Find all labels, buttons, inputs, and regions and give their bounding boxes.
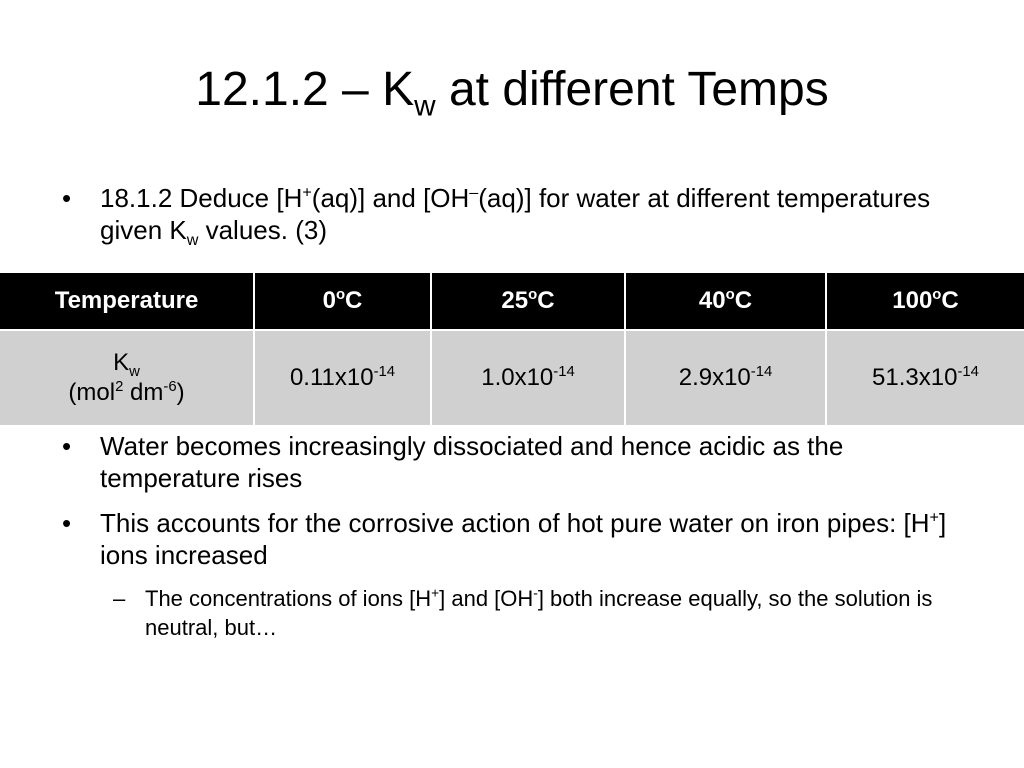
text-run: (mol [68,379,116,406]
text-run: (aq)] for water at different temperature… [100,183,931,245]
cell: 2.9x10-14 [624,329,826,425]
text-run: The concentrations of ions [H [145,586,432,611]
superscript: 2 [115,379,124,395]
superscript: o [725,287,735,303]
text-run: C [941,287,959,314]
text-run: (aq)] and [OH [311,183,470,213]
cell: 0.11x10-14 [253,329,431,425]
text-run: dm [123,379,164,406]
bullet: Water becomes increasingly dissociated a… [62,430,980,494]
text-run: C [345,287,363,314]
text-run: values. (3) [198,215,327,245]
text-run: 12.1.2 – K [195,63,415,116]
text-run: This accounts for the corrosive action o… [100,508,930,538]
superscript: + [302,183,312,202]
text-run: 0 [322,287,336,314]
header-cell: 0oC [253,273,431,330]
text-run: Water becomes increasingly dissociated a… [100,431,844,493]
text-run: 51.3x10 [872,364,958,391]
text-run: 25 [501,287,529,314]
text-run: K [113,349,130,376]
superscript: -14 [957,364,979,380]
cell: 51.3x10-14 [825,329,1024,425]
text-run: ] ions increased [100,508,947,570]
bullet: 18.1.2 Deduce [H+(aq)] and [OH–(aq)] for… [62,182,980,250]
text-run: Temperature [54,287,199,314]
header-row: Temperature 0oC 25oC 40oC 100oC [0,273,1024,330]
cell: Kw (mol2 dm-6) [0,329,254,425]
cell: 1.0x10-14 [430,329,625,425]
text-run: ] both increase equally, so the solution… [145,586,933,640]
text-line: (mol2 dm-6) [1,378,252,408]
text-run: 0.11x10 [289,364,374,391]
superscript: – [469,183,479,202]
header-cell: 25oC [430,273,625,330]
superscript: + [929,508,939,527]
subscript: w [186,231,199,250]
header-cell: 40oC [624,273,826,330]
subscript: w [129,363,140,380]
superscript: o [335,287,346,303]
header-cell: 100oC [825,273,1024,330]
superscript: + [431,585,440,601]
superscript: -6 [163,379,177,395]
superscript: -14 [750,364,773,380]
text-run: 100 [892,287,933,314]
superscript: -14 [553,364,575,380]
text-run: C [734,287,753,314]
superscript: o [932,287,942,303]
header-cell: Temperature [0,273,254,330]
subscript: w [414,89,436,123]
text-run: 2.9x10 [678,364,751,391]
text-run: 18.1.2 Deduce [H [100,183,303,213]
superscript: -14 [373,364,396,380]
text-run: C [537,287,555,314]
text-run: 40 [698,287,726,314]
text-run: ] and [OH [439,586,534,611]
text-line: Kw [1,348,252,380]
text-run: at different Temps [435,63,829,116]
sub-bullet: The concentrations of ions [H+] and [OH-… [113,584,975,642]
superscript: - [533,585,538,601]
kw-table: Temperature 0oC 25oC 40oC 100oC Kw (mol2 … [0,273,1024,425]
slide-title: 12.1.2 – Kw at different Temps [0,62,1024,121]
text-run: 1.0x10 [481,364,554,391]
superscript: o [528,287,538,303]
text-run: ) [176,379,185,406]
data-row: Kw (mol2 dm-6) 0.11x10-14 1.0x10-14 2.9x1… [0,329,1024,425]
bullet: This accounts for the corrosive action o… [62,507,980,571]
